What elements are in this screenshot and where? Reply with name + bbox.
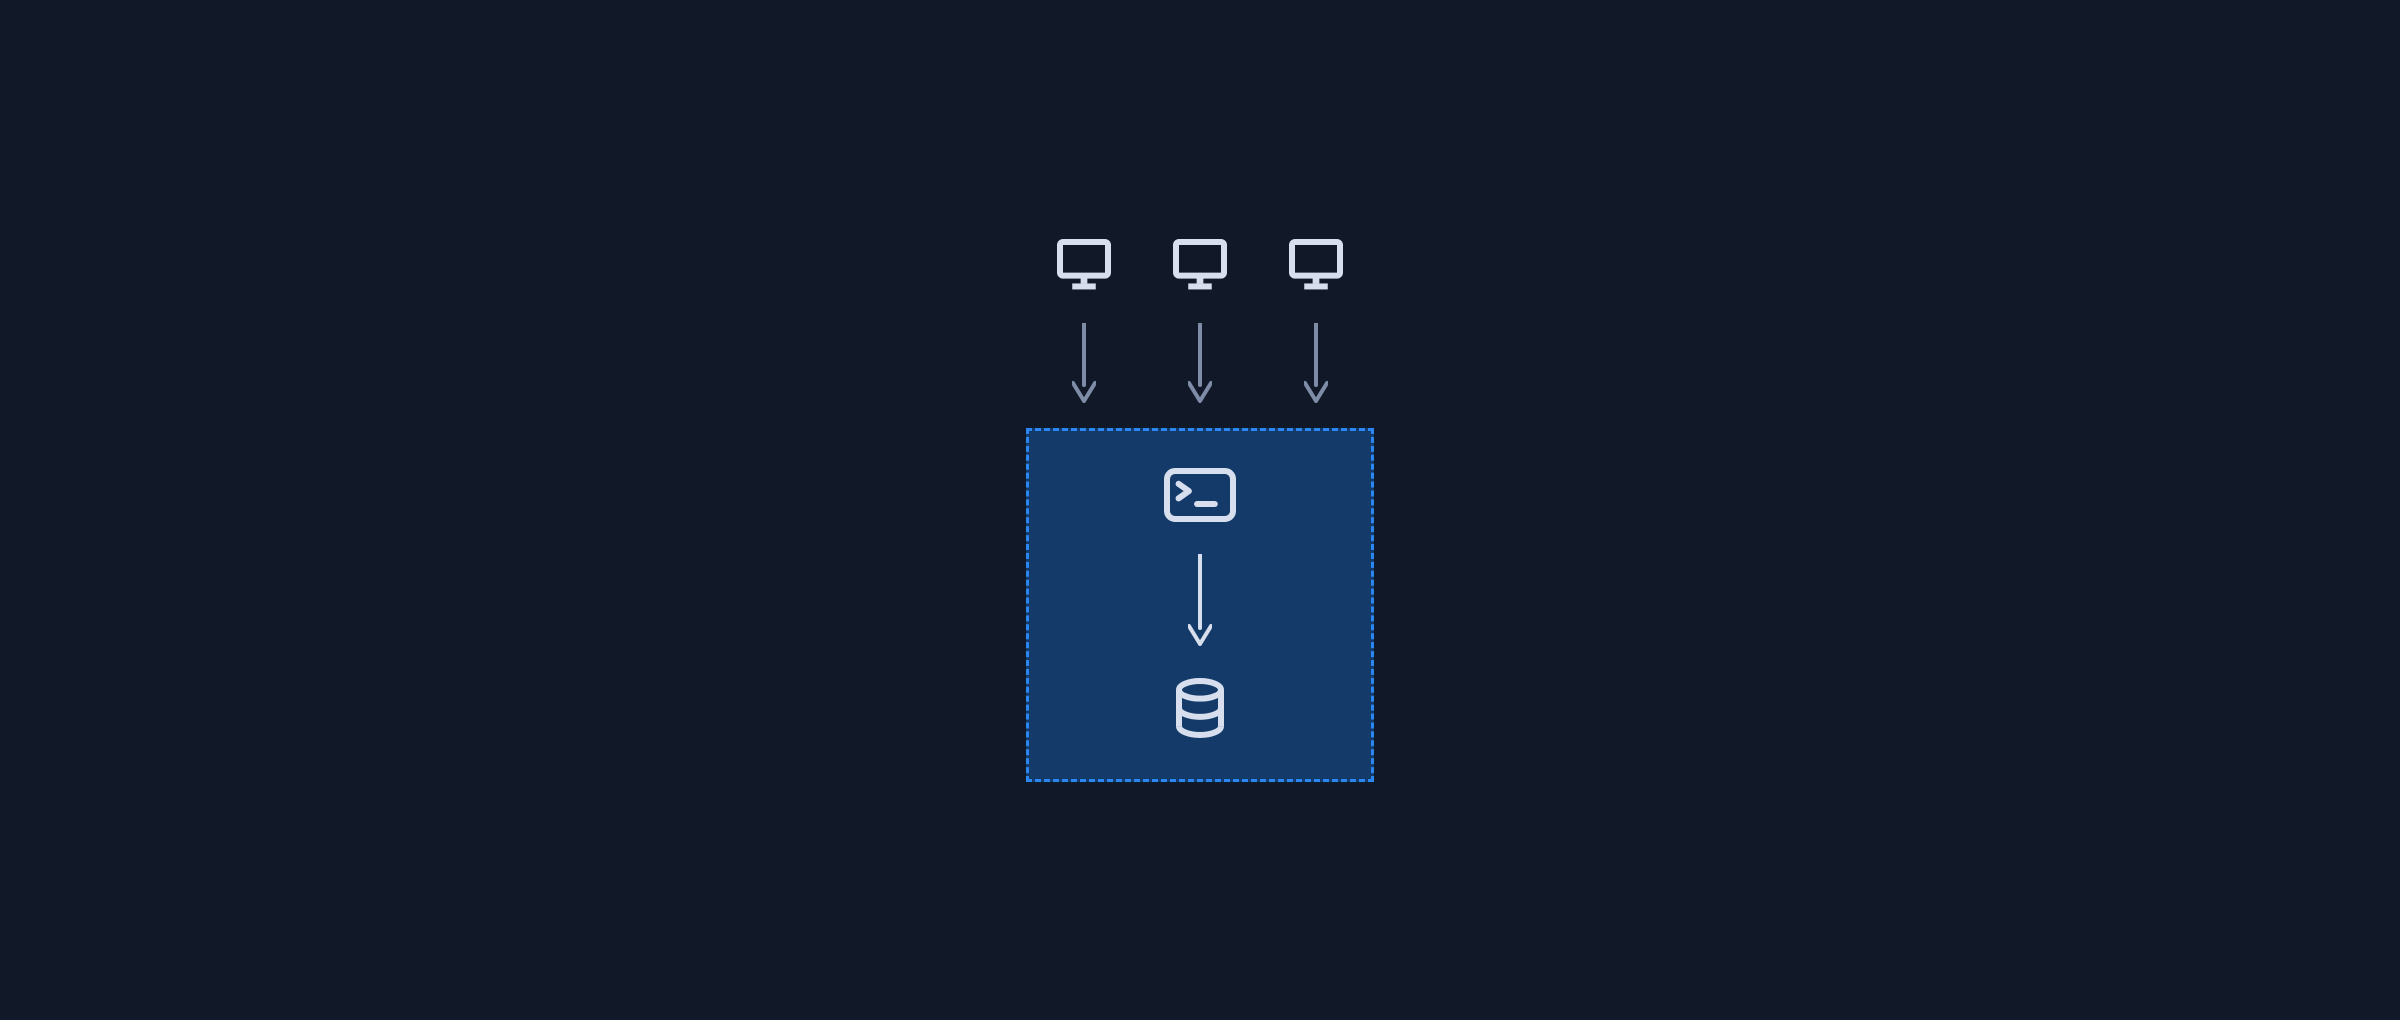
- client-row: [1056, 238, 1344, 408]
- client-node: [1172, 238, 1228, 408]
- arrow-down-icon: [1188, 554, 1212, 651]
- client-node: [1056, 238, 1112, 408]
- server-box: [1026, 428, 1374, 782]
- monitor-icon: [1172, 238, 1228, 299]
- client-node: [1288, 238, 1344, 408]
- monitor-icon: [1288, 238, 1344, 299]
- database-icon: [1175, 677, 1225, 744]
- architecture-diagram: [1026, 238, 1374, 782]
- arrow-down-icon: [1188, 323, 1212, 408]
- arrow-down-icon: [1304, 323, 1328, 408]
- monitor-icon: [1056, 238, 1112, 299]
- terminal-icon: [1163, 467, 1237, 528]
- arrow-down-icon: [1072, 323, 1096, 408]
